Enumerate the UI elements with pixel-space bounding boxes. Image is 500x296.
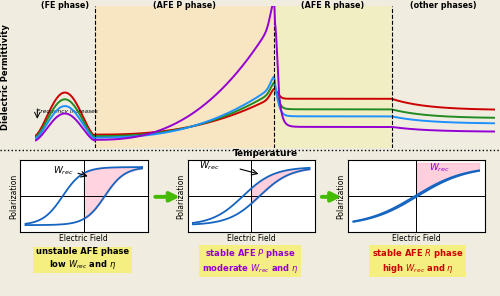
Y-axis label: Polarization: Polarization	[176, 173, 186, 219]
X-axis label: Electric Field: Electric Field	[60, 234, 108, 243]
Text: stable AFE $P$ phase
moderate $W_{rec}$ and $\eta$: stable AFE $P$ phase moderate $W_{rec}$ …	[202, 247, 298, 275]
Y-axis label: Polarization: Polarization	[9, 173, 18, 219]
X-axis label: Electric Field: Electric Field	[392, 234, 440, 243]
Y-axis label: Polarization: Polarization	[336, 173, 345, 219]
Text: Dielectric Permittivity: Dielectric Permittivity	[2, 24, 11, 130]
Text: $W_{rec}$: $W_{rec}$	[54, 164, 74, 177]
X-axis label: Electric Field: Electric Field	[227, 234, 276, 243]
Text: Temperature: Temperature	[232, 149, 298, 158]
Text: $W_{rec}$: $W_{rec}$	[198, 159, 220, 172]
Bar	[274, 6, 392, 148]
Text: $W_{rec}$: $W_{rec}$	[430, 161, 450, 174]
Text: Region 2
(AFE P phase): Region 2 (AFE P phase)	[153, 0, 216, 10]
Text: Frequency increases: Frequency increases	[38, 109, 98, 114]
Text: Region 4
(other phases): Region 4 (other phases)	[410, 0, 476, 10]
Text: stable AFE $R$ phase
high $W_{rec}$ and $\eta$: stable AFE $R$ phase high $W_{rec}$ and …	[372, 247, 464, 275]
Text: unstable AFE phase
low $W_{rec}$ and $\eta$: unstable AFE phase low $W_{rec}$ and $\e…	[36, 247, 129, 271]
Bar	[95, 6, 274, 148]
Text: Region 3
(AFE R phase): Region 3 (AFE R phase)	[301, 0, 364, 10]
Text: Region 1
(FE phase): Region 1 (FE phase)	[41, 0, 89, 10]
